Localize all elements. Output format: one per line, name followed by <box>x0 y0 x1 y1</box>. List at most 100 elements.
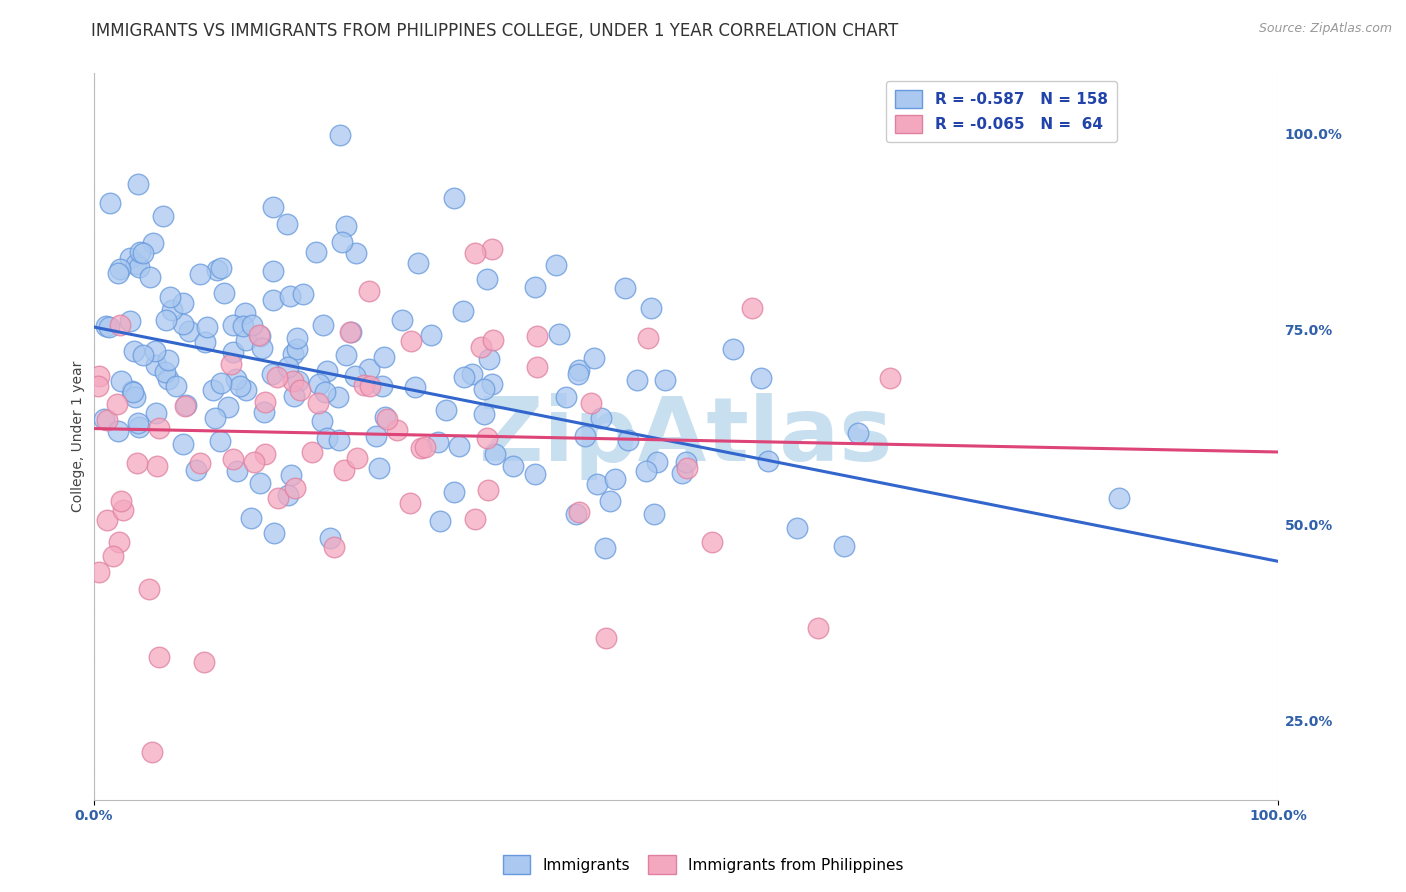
Point <box>262 367 284 381</box>
Point <box>148 421 170 435</box>
Point <box>229 379 252 393</box>
Point <box>637 331 659 345</box>
Point <box>233 306 256 320</box>
Point <box>524 280 547 294</box>
Point <box>593 541 616 555</box>
Point <box>477 483 499 497</box>
Point <box>94 318 117 333</box>
Y-axis label: College, Under 1 year: College, Under 1 year <box>72 360 86 512</box>
Point <box>634 464 657 478</box>
Point <box>172 437 194 451</box>
Point <box>193 655 215 669</box>
Point <box>252 341 274 355</box>
Point <box>335 219 357 234</box>
Point <box>319 531 342 545</box>
Point <box>626 374 648 388</box>
Point <box>301 445 323 459</box>
Point <box>328 433 350 447</box>
Point <box>807 621 830 635</box>
Point <box>209 434 232 449</box>
Point <box>118 314 141 328</box>
Point <box>142 236 165 251</box>
Point <box>118 251 141 265</box>
Point <box>205 262 228 277</box>
Point <box>481 333 503 347</box>
Point <box>472 382 495 396</box>
Point <box>472 407 495 421</box>
Point <box>461 367 484 381</box>
Point <box>451 303 474 318</box>
Point <box>235 383 257 397</box>
Point <box>614 280 637 294</box>
Point <box>579 396 602 410</box>
Point <box>589 411 612 425</box>
Point <box>477 272 499 286</box>
Point <box>214 285 236 300</box>
Point <box>554 390 576 404</box>
Point <box>484 446 506 460</box>
Point <box>741 301 763 315</box>
Point <box>316 430 339 444</box>
Point <box>138 582 160 597</box>
Point <box>344 246 367 260</box>
Point <box>98 320 121 334</box>
Point <box>107 267 129 281</box>
Point <box>645 454 668 468</box>
Point <box>108 318 131 333</box>
Point <box>96 513 118 527</box>
Point <box>359 378 381 392</box>
Point <box>226 464 249 478</box>
Point <box>1108 491 1130 505</box>
Point <box>107 535 129 549</box>
Point <box>443 485 465 500</box>
Point <box>323 540 346 554</box>
Text: 100.0%: 100.0% <box>1285 128 1343 143</box>
Point <box>326 390 349 404</box>
Point <box>391 312 413 326</box>
Point <box>756 454 779 468</box>
Point <box>153 366 176 380</box>
Point <box>481 377 503 392</box>
Point <box>568 505 591 519</box>
Point <box>305 244 328 259</box>
Point <box>172 296 194 310</box>
Point <box>749 370 772 384</box>
Point <box>222 451 245 466</box>
Point <box>262 263 284 277</box>
Text: Source: ZipAtlas.com: Source: ZipAtlas.com <box>1258 22 1392 36</box>
Point <box>399 496 422 510</box>
Point <box>415 440 437 454</box>
Point <box>141 745 163 759</box>
Point <box>675 455 697 469</box>
Point <box>124 390 146 404</box>
Point <box>315 363 337 377</box>
Point <box>157 372 180 386</box>
Point <box>404 380 426 394</box>
Point <box>502 458 524 473</box>
Point <box>464 512 486 526</box>
Point <box>87 565 110 579</box>
Text: 50.0%: 50.0% <box>1285 519 1333 533</box>
Point <box>359 362 381 376</box>
Point <box>284 481 307 495</box>
Point <box>243 455 266 469</box>
Point <box>145 406 167 420</box>
Point <box>406 256 429 270</box>
Point <box>283 374 305 388</box>
Point <box>640 301 662 316</box>
Point <box>225 372 247 386</box>
Point <box>453 369 475 384</box>
Point <box>179 324 201 338</box>
Point <box>125 456 148 470</box>
Point <box>671 466 693 480</box>
Point <box>247 327 270 342</box>
Point <box>375 412 398 426</box>
Point <box>582 351 605 365</box>
Point <box>544 258 567 272</box>
Point <box>367 461 389 475</box>
Point <box>209 376 232 390</box>
Point <box>110 374 132 388</box>
Point <box>277 488 299 502</box>
Point <box>399 334 422 348</box>
Point <box>267 491 290 505</box>
